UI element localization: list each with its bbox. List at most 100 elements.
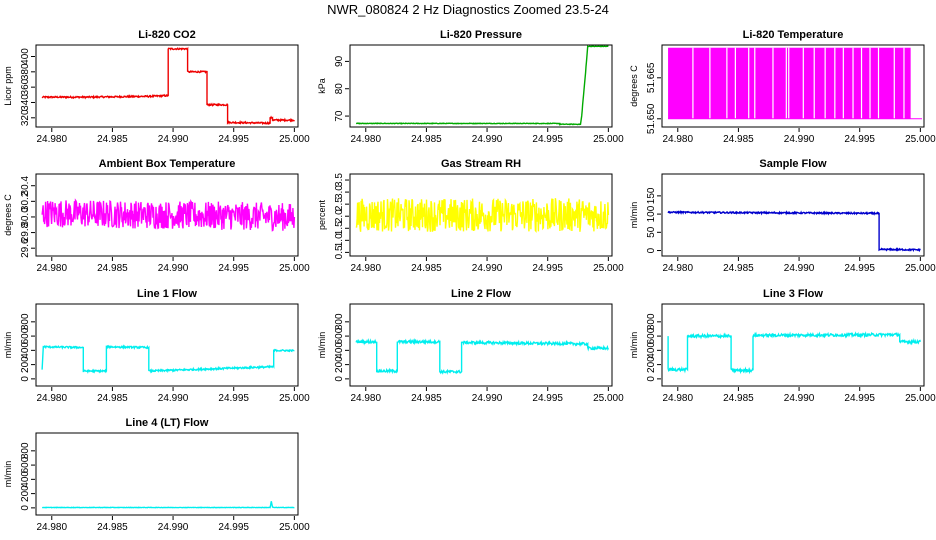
x-tick-label: 25.000 xyxy=(279,393,310,404)
series-line xyxy=(42,501,295,509)
y-tick-label: 800 xyxy=(20,313,31,330)
x-tick-label: 24.980 xyxy=(36,263,67,274)
temperature-gap xyxy=(842,47,844,119)
series-line xyxy=(41,46,295,126)
y-tick-label: 0 xyxy=(646,376,657,382)
temperature-gap xyxy=(785,47,787,119)
x-tick-label: 24.995 xyxy=(532,393,563,404)
chart-panel-10: Line 4 (LT) Flow ml/min 24.980 24.985 24.990… xyxy=(3,417,310,533)
y-tick-label: 50 xyxy=(646,226,657,238)
y-tick-label: 200 xyxy=(20,485,31,502)
temperature-gap xyxy=(834,47,836,119)
x-tick-label: 24.995 xyxy=(532,134,563,145)
y-tick-label: 51.650 xyxy=(646,103,657,134)
x-tick-label: 24.985 xyxy=(97,393,128,404)
chart-panel-1: Li-820 CO2 Licor ppm 24.980 24.985 24.990 24.… xyxy=(3,29,310,145)
y-tick-label: 29.6 xyxy=(20,238,31,258)
y-tick-label: 3.5 xyxy=(334,173,345,187)
x-tick-label: 24.985 xyxy=(723,134,754,145)
x-tick-label: 24.985 xyxy=(723,393,754,404)
x-tick-label: 24.985 xyxy=(97,263,128,274)
temperature-gap xyxy=(893,47,895,119)
y-tick-label: 400 xyxy=(20,342,31,359)
chart-title: Li-820 CO2 xyxy=(138,29,195,41)
y-tick-label: 1.5 xyxy=(334,221,345,235)
x-tick-label: 24.980 xyxy=(662,134,693,145)
y-tick-label: 360 xyxy=(20,78,31,95)
chart-title: Ambient Box Temperature xyxy=(99,158,236,170)
y-tick-label: 150 xyxy=(646,187,657,204)
y-axis-label: percent xyxy=(317,199,327,230)
chart-panel-5: Gas Stream RH percent 24.980 24.985 24.990 24… xyxy=(317,158,624,274)
y-tick-label: 600 xyxy=(20,327,31,344)
temperature-gap xyxy=(726,47,728,119)
x-tick-label: 24.990 xyxy=(784,393,815,404)
x-tick-label: 24.995 xyxy=(218,522,249,533)
y-tick-label: 0 xyxy=(20,505,31,511)
x-tick-label: 24.995 xyxy=(218,134,249,145)
temperature-gap xyxy=(860,47,863,119)
y-tick-label: 1.0 xyxy=(334,233,345,247)
chart-panel-8: Line 2 Flow ml/min 24.980 24.985 24.990 24.99… xyxy=(317,288,624,404)
y-tick-label: 0 xyxy=(334,376,345,382)
y-tick-label: 100 xyxy=(646,205,657,222)
chart-title: Li-820 Temperature xyxy=(743,29,844,41)
temperature-gap xyxy=(772,47,774,119)
temperature-gap xyxy=(869,47,871,119)
plot-frame xyxy=(35,432,299,516)
y-tick-label: 400 xyxy=(334,342,345,359)
y-axis-label: degrees C xyxy=(3,194,13,236)
y-tick-label: 200 xyxy=(646,356,657,373)
x-tick-label: 25.000 xyxy=(905,263,936,274)
x-tick-label: 25.000 xyxy=(279,522,310,533)
y-axis-label: kPa xyxy=(317,78,327,94)
temperature-gap xyxy=(734,47,736,119)
chart-title: Gas Stream RH xyxy=(441,158,521,170)
x-tick-label: 24.995 xyxy=(844,134,875,145)
x-tick-label: 24.980 xyxy=(662,263,693,274)
y-tick-label: 400 xyxy=(646,342,657,359)
y-tick-label: 2.5 xyxy=(334,197,345,211)
y-tick-label: 600 xyxy=(20,456,31,473)
series-line xyxy=(355,45,609,126)
plot-frame xyxy=(35,44,299,128)
temperature-gap xyxy=(788,47,790,119)
x-tick-label: 24.990 xyxy=(784,134,815,145)
chart-panel-9: Line 3 Flow ml/min 24.980 24.985 24.990 24.99… xyxy=(629,288,936,404)
x-tick-label: 25.000 xyxy=(905,134,936,145)
x-tick-label: 24.990 xyxy=(472,263,503,274)
x-tick-label: 25.000 xyxy=(905,393,936,404)
plot-frame xyxy=(661,44,925,128)
x-tick-label: 25.000 xyxy=(593,134,624,145)
y-tick-label: 70 xyxy=(334,110,345,122)
chart-panel-4: Ambient Box Temperature degrees C 24.980 24… xyxy=(3,158,310,274)
plot-frame xyxy=(349,173,613,257)
x-tick-label: 25.000 xyxy=(279,134,310,145)
series-line xyxy=(355,197,610,233)
x-tick-label: 24.990 xyxy=(472,134,503,145)
x-tick-label: 25.000 xyxy=(593,263,624,274)
chart-title: Line 2 Flow xyxy=(451,288,511,300)
chart-title: Sample Flow xyxy=(759,158,827,170)
temperature-gap xyxy=(802,47,804,119)
x-tick-label: 24.980 xyxy=(662,393,693,404)
temperature-gap xyxy=(903,47,905,119)
series-line xyxy=(667,331,922,375)
x-tick-label: 24.990 xyxy=(158,522,189,533)
x-tick-label: 24.985 xyxy=(411,263,442,274)
y-tick-label: 2.0 xyxy=(334,209,345,223)
plot-frame xyxy=(661,173,925,257)
y-tick-label: 400 xyxy=(20,48,31,65)
x-tick-label: 24.980 xyxy=(36,134,67,145)
y-tick-label: 0 xyxy=(20,376,31,382)
y-tick-label: 340 xyxy=(20,94,31,111)
y-tick-label: 200 xyxy=(334,356,345,373)
x-tick-label: 24.990 xyxy=(472,393,503,404)
temperature-gap xyxy=(692,47,694,119)
x-tick-label: 24.995 xyxy=(844,263,875,274)
chart-title: Line 3 Flow xyxy=(763,288,823,300)
x-tick-label: 24.985 xyxy=(97,522,128,533)
y-tick-label: 400 xyxy=(20,471,31,488)
